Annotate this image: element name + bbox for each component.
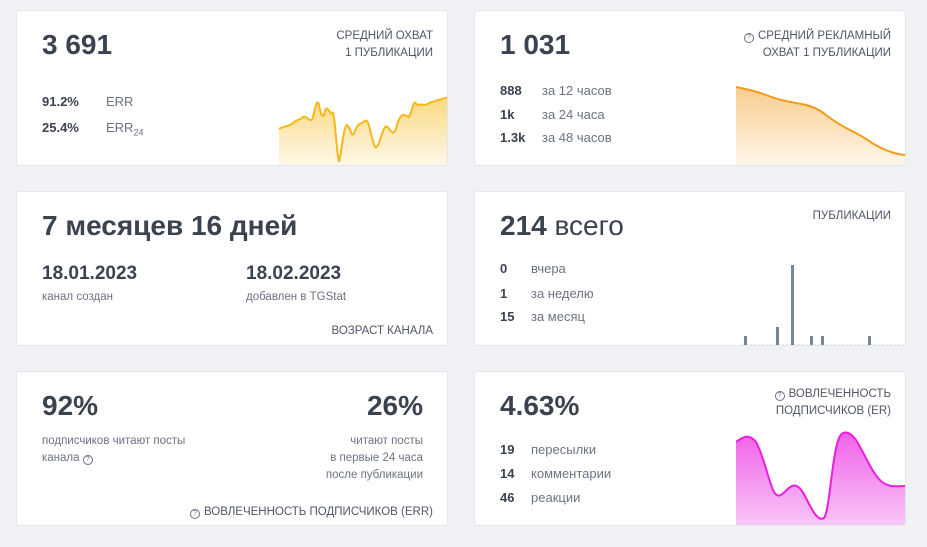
reach-sparkline xyxy=(279,96,447,165)
added-label: добавлен в TGStat xyxy=(246,291,347,303)
avg-ad-reach-card[interactable]: 1 031 ? СРЕДНИЙ РЕКЛАМНЫЙ ОХВАТ 1 ПУБЛИКА… xyxy=(474,10,906,166)
publications-row: 1 за неделю xyxy=(500,286,594,301)
ad-reach-row: 888 за 12 часов xyxy=(500,83,612,98)
err-engagement-card[interactable]: 92% подписчиков читают посты канала ? 26… xyxy=(16,371,448,526)
help-icon[interactable]: ? xyxy=(189,509,200,519)
channel-age-caption: ВОЗРАСТ КАНАЛА xyxy=(331,325,433,337)
publications-caption: ПУБЛИКАЦИИ xyxy=(812,210,891,222)
publications-total: 214 всего xyxy=(500,210,624,241)
avg-reach-caption: СРЕДНИЙ ОХВАТ 1 ПУБЛИКАЦИИ xyxy=(336,30,433,59)
publications-row: 0 вчера xyxy=(500,261,566,276)
er-value: 4.63% xyxy=(500,390,580,421)
err-engagement-caption: ? ВОВЛЕЧЕННОСТЬ ПОДПИСЧИКОВ (ERR) xyxy=(189,504,433,521)
err24-row: 25.4% ERR24 xyxy=(42,120,144,138)
publications-bar-chart xyxy=(742,265,904,345)
avg-ad-reach-value: 1 031 xyxy=(500,29,571,60)
avg-reach-value: 3 691 xyxy=(42,29,113,60)
channel-age-value: 7 месяцев 16 дней xyxy=(42,210,298,241)
avg-reach-card[interactable]: 3 691 СРЕДНИЙ ОХВАТ 1 ПУБЛИКАЦИИ 91.2% E… xyxy=(16,10,448,166)
added-date: 18.02.2023 xyxy=(246,263,342,284)
created-date: 18.01.2023 xyxy=(42,263,138,284)
er-row: 46 реакции xyxy=(500,490,581,505)
help-icon[interactable]: ? xyxy=(743,33,754,43)
err-row: 91.2% ERR xyxy=(42,94,134,109)
created-label: канал создан xyxy=(42,291,113,303)
ad-reach-row: 1.3k за 48 часов xyxy=(500,130,612,145)
readers-caption: подписчиков читают посты канала ? xyxy=(42,435,186,465)
er-row: 19 пересылки xyxy=(500,442,597,457)
publications-card[interactable]: 214 всего ПУБЛИКАЦИИ 0 вчера 1 за неделю 1… xyxy=(474,191,906,346)
er-row: 14 комментарии xyxy=(500,466,612,481)
first-day-readers-percent: 26% xyxy=(366,390,423,421)
er-sparkline xyxy=(736,431,905,525)
publications-row: 15 за месяц xyxy=(500,309,585,324)
readers-percent: 92% xyxy=(42,390,99,421)
er-engagement-card[interactable]: 4.63% ? ВОВЛЕЧЕННОСТЬ ПОДПИСЧИКОВ (ER) 19… xyxy=(474,371,906,526)
help-icon[interactable]: ? xyxy=(774,391,785,401)
first-day-readers-caption: читают посты в первые 24 часа после публ… xyxy=(325,435,423,481)
avg-ad-reach-caption: ? СРЕДНИЙ РЕКЛАМНЫЙ ОХВАТ 1 ПУБЛИКАЦИИ xyxy=(743,28,891,62)
er-caption: ? ВОВЛЕЧЕННОСТЬ ПОДПИСЧИКОВ (ER) xyxy=(774,388,891,417)
help-icon[interactable]: ? xyxy=(82,455,93,465)
ad-reach-sparkline xyxy=(736,86,905,165)
ad-reach-row: 1k за 24 часа xyxy=(500,107,605,122)
channel-age-card[interactable]: 7 месяцев 16 дней 18.01.2023 канал созда… xyxy=(16,191,448,346)
